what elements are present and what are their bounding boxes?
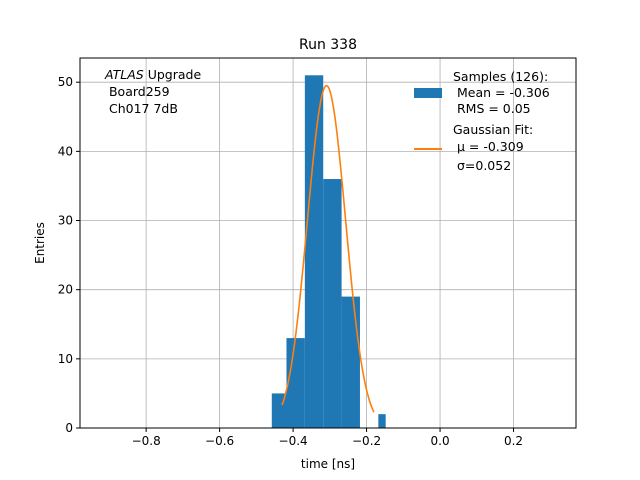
x-tick-label: 0.0 xyxy=(431,434,450,448)
x-tick-label: 0.2 xyxy=(504,434,523,448)
atlas-annotation: ATLAS Upgrade Board259 Ch017 7dB xyxy=(104,67,201,116)
gaussian-fit xyxy=(281,84,375,413)
legend-fit-title: Gaussian Fit: xyxy=(453,122,533,137)
annotation-atlas: ATLAS xyxy=(104,67,144,82)
histogram-bar xyxy=(378,414,386,428)
legend-fit-sigma: σ=0.052 xyxy=(453,158,511,173)
x-tick-label: −0.4 xyxy=(279,434,308,448)
y-tick-label: 20 xyxy=(58,283,73,297)
y-tick-label: 0 xyxy=(65,421,73,435)
x-axis-label: time [ns] xyxy=(301,457,355,471)
legend-histogram-swatch xyxy=(414,88,442,98)
histogram-bar xyxy=(304,75,324,428)
y-tick-label: 40 xyxy=(58,144,73,158)
legend: Samples (126): Mean = -0.306 RMS = 0.05 … xyxy=(414,69,550,173)
legend-fit-mu: μ = -0.309 xyxy=(453,139,524,154)
y-tick-label: 30 xyxy=(58,214,73,228)
legend-samples-mean: Mean = -0.306 xyxy=(453,85,550,100)
y-tick-label: 50 xyxy=(58,75,73,89)
x-tick-label: −0.8 xyxy=(132,434,161,448)
legend-samples-title: Samples (126): xyxy=(453,69,548,84)
y-axis-label: Entries xyxy=(33,222,47,264)
annotation-line-2: Board259 xyxy=(105,84,170,99)
histogram-bar xyxy=(341,296,360,428)
chart-title: Run 338 xyxy=(299,37,357,53)
x-tick-label: −0.6 xyxy=(205,434,234,448)
annotation-line-1: ATLAS Upgrade xyxy=(104,67,201,82)
annotation-line-3: Ch017 7dB xyxy=(105,101,178,116)
histogram-bar xyxy=(286,338,305,428)
x-axis-ticks: −0.8 −0.6 −0.4 −0.2 0.0 0.2 xyxy=(132,428,523,448)
annotation-upgrade: Upgrade xyxy=(144,67,202,82)
histogram-bars xyxy=(271,75,386,428)
x-tick-label: −0.2 xyxy=(352,434,381,448)
y-axis-ticks: 0 10 20 30 40 50 xyxy=(58,75,80,435)
plot-frame xyxy=(79,57,577,429)
y-tick-label: 10 xyxy=(58,352,73,366)
histogram-bar xyxy=(323,179,342,428)
fit-curve xyxy=(281,84,375,413)
legend-samples-rms: RMS = 0.05 xyxy=(453,101,531,116)
